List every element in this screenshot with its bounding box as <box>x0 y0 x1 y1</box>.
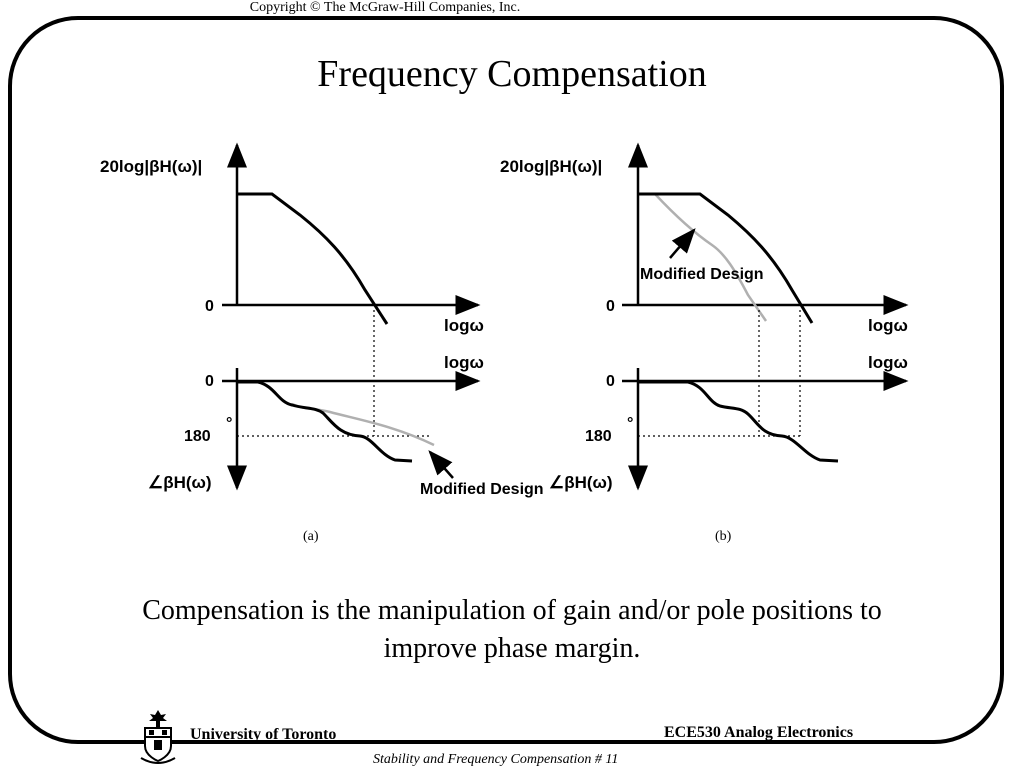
panel-a-phase-zero-label: 0 <box>205 373 214 390</box>
panel-a-mag-axis-label: 20log|βH(ω)| <box>100 157 202 176</box>
panel-b-degree-mark: ° <box>627 415 633 432</box>
panel-b-mag-curve <box>638 192 814 324</box>
panel-a-annotation-label: Modified Design <box>420 481 544 498</box>
panel-b-phase-axis-label: ∠βH(ω) <box>549 473 613 492</box>
panel-a-mag-x-label: logω <box>444 316 484 335</box>
panel-b-phase-curve <box>638 380 839 463</box>
panel-b-phase-x-label: logω <box>868 353 908 372</box>
panel-b-label: (b) <box>715 529 732 544</box>
slide-title: Frequency Compensation <box>317 53 707 95</box>
university-crest-icon <box>140 710 176 764</box>
panel-a-label: (a) <box>303 529 319 544</box>
panel-a-phase-x-label: logω <box>444 353 484 372</box>
panel-a-phase-curve <box>237 380 413 463</box>
panel-a: 20log|βH(ω)| 0 logω logω 0 180 ° ∠βH(ω) … <box>100 142 544 544</box>
panel-b-annotation-arrow <box>669 228 696 259</box>
panel-b-mag-axis-label: 20log|βH(ω)| <box>500 157 602 176</box>
panel-a-annotation-arrow <box>428 450 454 479</box>
panel-a-phase-axis-label: ∠βH(ω) <box>148 473 212 492</box>
panel-b-phase-zero-label: 0 <box>606 373 615 390</box>
panel-b-mag-x-label: logω <box>868 316 908 335</box>
panel-b-annotation-label: Modified Design <box>640 266 764 283</box>
panel-a-mag-curve <box>237 192 389 325</box>
panel-a-degree-mark: ° <box>226 415 232 432</box>
footer-university: University of Toronto <box>190 726 337 743</box>
panel-a-mag-zero-label: 0 <box>205 298 214 315</box>
panel-b-mag-modified-curve <box>654 193 768 322</box>
panel-a-phase-180-label: 180 <box>184 428 211 445</box>
panel-b: 20log|βH(ω)| 0 logω logω 0 180 ° ∠βH(ω) … <box>500 142 909 544</box>
panel-b-mag-zero-label: 0 <box>606 298 615 315</box>
footer-course: ECE530 Analog Electronics <box>664 724 854 741</box>
panel-b-phase-180-label: 180 <box>585 428 612 445</box>
slide-frame <box>8 16 1004 744</box>
copyright-notice: Copyright © The McGraw-Hill Companies, I… <box>249 0 521 15</box>
slide-caption: Compensation is the manipulation of gain… <box>142 595 882 664</box>
footer-subtitle: Stability and Frequency Compensation # 1… <box>373 752 619 767</box>
